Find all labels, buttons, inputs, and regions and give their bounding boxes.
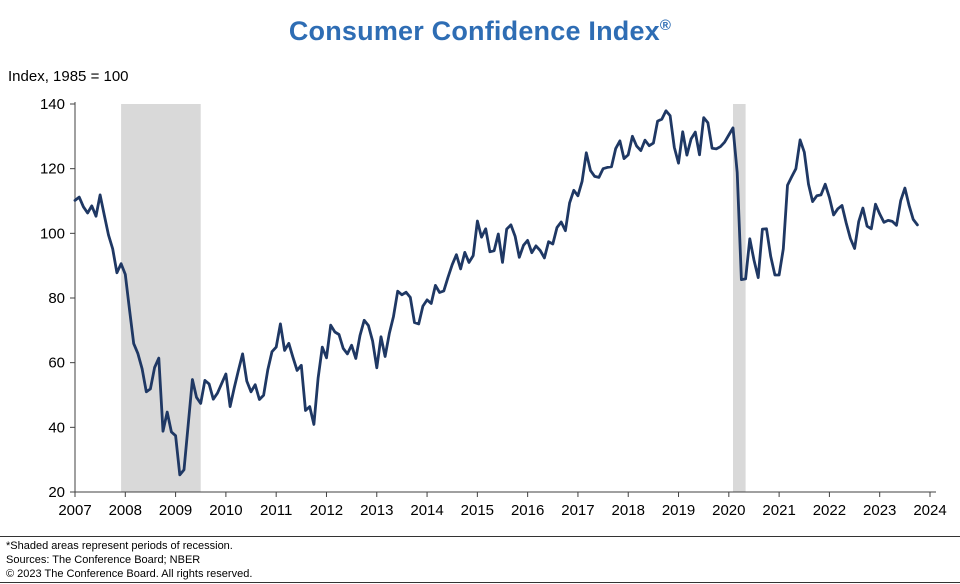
x-tick-label: 2015 [461,502,494,519]
x-tick-label: 2007 [58,502,91,519]
y-axis-note: Index, 1985 = 100 [8,68,129,85]
x-tick-label: 2022 [813,502,846,519]
x-tick-label: 2021 [762,502,795,519]
x-tick-label: 2012 [310,502,343,519]
y-tick-label: 140 [40,96,65,113]
x-tick-label: 2014 [410,502,443,519]
x-tick-label: 2020 [712,502,745,519]
x-tick-label: 2017 [561,502,594,519]
footnote-recession: *Shaded areas represent periods of reces… [6,540,233,552]
x-tick-label: 2024 [913,502,946,519]
y-tick-label: 20 [48,484,65,501]
x-tick-label: 2023 [863,502,896,519]
recession-band [121,104,201,492]
page-title-text: Consumer Confidence Index [288,16,660,46]
line-chart-canvas: 20 40 60 80 100 120 140 2007 2008 2009 2010 2011 201… [40,96,947,519]
x-tick-label: 2018 [612,502,645,519]
page-title: Consumer Confidence Index® [0,16,960,47]
x-tick-label: 2008 [109,502,142,519]
y-tick-label: 40 [48,419,65,436]
x-tick-label: 2019 [662,502,695,519]
consumer-confidence-line [73,109,919,477]
y-tick-label: 100 [40,225,65,242]
y-tick-label: 120 [40,161,65,178]
x-tick-label: 2013 [360,502,393,519]
x-tick-label: 2011 [260,502,292,519]
footnote-sources: Sources: The Conference Board; NBER [6,554,201,566]
x-tick-label: 2016 [511,502,544,519]
registered-trademark-symbol: ® [659,17,672,34]
y-tick-label: 80 [48,290,65,307]
x-tick-label: 2009 [159,502,192,519]
y-tick-label: 60 [48,355,65,372]
x-tick-label: 2010 [209,502,242,519]
footer: *Shaded areas represent periods of reces… [0,536,960,583]
footnote-copyright: © 2023 The Conference Board. All rights … [6,568,253,580]
recession-band [733,104,746,492]
